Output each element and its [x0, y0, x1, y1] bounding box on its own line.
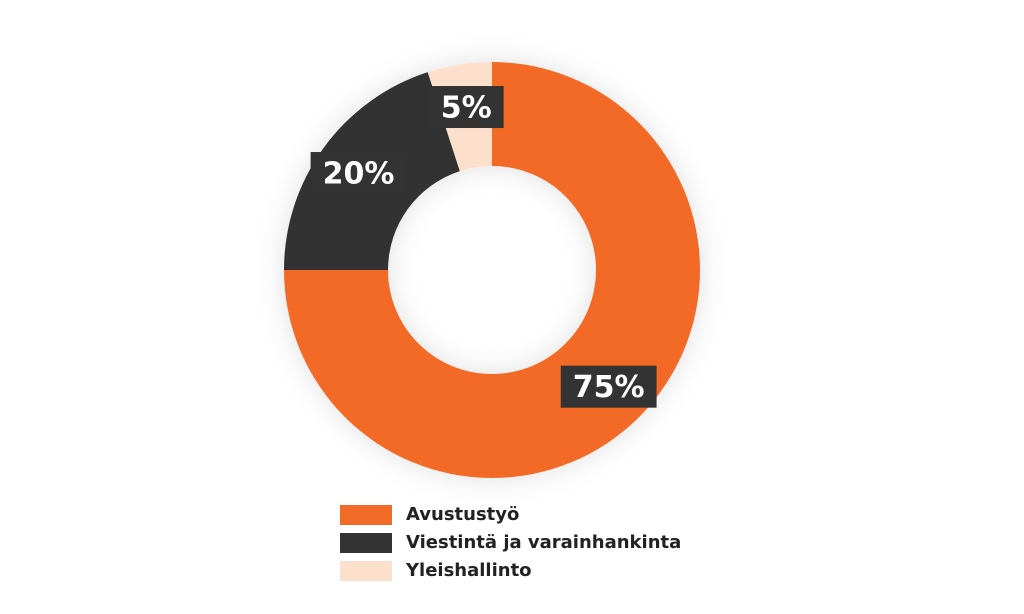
label-box: [310, 152, 407, 195]
legend-swatch: [340, 561, 392, 581]
data-label: 5%: [441, 91, 492, 126]
label-box: [560, 365, 657, 408]
legend-swatch: [340, 505, 392, 525]
legend-label: Avustustyö: [406, 504, 519, 525]
legend-label: Yleishallinto: [405, 560, 532, 581]
legend-label: Viestintä ja varainhankinta: [406, 532, 681, 553]
data-label: 20%: [323, 157, 395, 192]
data-label: 75%: [573, 370, 645, 405]
legend-swatch: [340, 533, 392, 553]
label-box: [428, 86, 504, 129]
